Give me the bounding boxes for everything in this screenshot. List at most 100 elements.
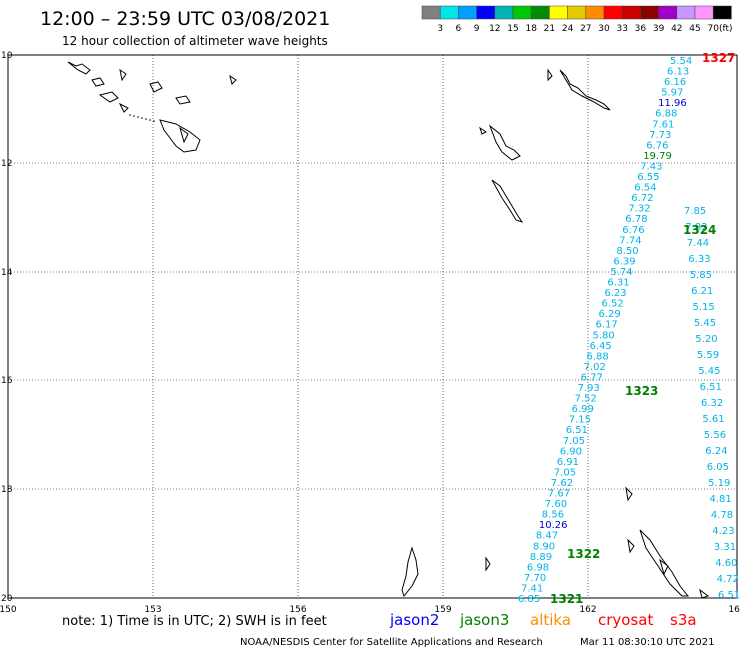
swh-value-label: 6.16	[664, 77, 686, 88]
swh-value-label: 6.33	[688, 254, 710, 265]
footer-timestamp: Mar 11 08:30:10 UTC 2021	[580, 637, 715, 648]
colorbar-tick-label: 70	[707, 24, 719, 34]
page-subtitle: 12 hour collection of altimeter wave hei…	[62, 34, 328, 48]
colorbar-tick-label: 12	[489, 24, 500, 34]
swh-value-label: 7.73	[649, 130, 671, 141]
swh-value-label: 7.93	[578, 383, 600, 394]
swh-value-label: 5.80	[593, 330, 615, 341]
swh-value-label: 5.85	[690, 270, 712, 281]
swh-value-label: 11.96	[658, 98, 687, 109]
swh-value-label: 5.15	[693, 302, 715, 313]
footer-note: note: 1) Time is in UTC; 2) SWH is in fe…	[62, 614, 327, 629]
swh-value-label: 6.31	[607, 278, 629, 289]
legend-cryosat: cryosat	[598, 611, 653, 629]
colorbar-tick-label: 9	[474, 24, 480, 34]
swh-value-label: 6.39	[613, 256, 635, 267]
swh-value-label: 7.61	[652, 119, 674, 130]
swh-value-label: 10.26	[539, 520, 568, 531]
orbit-label-1324: 1324	[683, 223, 716, 237]
colorbar-swatch	[439, 5, 459, 20]
swh-value-label: 6.85	[518, 594, 540, 605]
legend-jason3: jason3	[459, 611, 509, 629]
swh-value-label: 8.56	[542, 510, 564, 521]
footer-credit: NOAA/NESDIS Center for Satellite Applica…	[240, 637, 543, 648]
swh-value-label: 4.72	[717, 574, 739, 585]
latitude-tick-label: 16	[1, 376, 13, 386]
latitude-tick-label: 12	[1, 159, 12, 169]
swh-value-label: 4.81	[710, 494, 732, 505]
swh-value-label: 6.54	[634, 183, 656, 194]
colorbar-swatch	[567, 5, 587, 20]
swh-value-label: 5.19	[708, 478, 730, 489]
colorbar-tick-label: 39	[653, 24, 665, 34]
colorbar-swatch	[476, 5, 496, 20]
colorbar-tick-label: 18	[525, 24, 537, 34]
swh-value-label: 5.97	[661, 88, 683, 99]
orbit-label-1327: 1327	[702, 51, 735, 65]
swh-value-label: 7.74	[619, 235, 641, 246]
colorbar-tick-label: 24	[562, 24, 574, 34]
colorbar-swatch	[549, 5, 568, 20]
longitude-tick-label: 165	[728, 605, 740, 615]
colorbar-swatch	[603, 5, 623, 20]
swh-value-label: 7.62	[551, 478, 573, 489]
swh-value-label: 6.91	[557, 457, 579, 468]
swh-value-label: 6.78	[625, 214, 647, 225]
colorbar-swatch	[676, 5, 696, 20]
swh-value-label: 6.23	[604, 288, 626, 299]
longitude-tick-label: 162	[579, 605, 596, 615]
colorbar-tick-label: 27	[580, 24, 591, 34]
swh-value-label: 8.47	[536, 531, 558, 542]
swh-value-label: 6.76	[622, 225, 644, 236]
swh-value-label: 6.45	[590, 341, 612, 352]
swh-value-label: 7.85	[684, 206, 706, 217]
swh-value-label: 6.24	[705, 446, 727, 457]
colorbar-unit: (ft)	[719, 24, 733, 34]
swh-value-label: 6.17	[596, 320, 618, 331]
swh-value-label: 7.70	[524, 573, 546, 584]
colorbar-swatch	[621, 5, 641, 20]
colorbar-tick-label: 42	[671, 24, 682, 34]
lat-lon-grid: 150 153 156 159 162 165 10 12 14 16 18 20	[0, 51, 740, 615]
swh-value-label: 8.50	[616, 246, 638, 257]
swh-value-label: 7.02	[584, 362, 606, 373]
swh-value-label: 6.99	[572, 404, 594, 415]
colorbar-tick-label: 45	[689, 24, 700, 34]
colorbar-swatch	[512, 5, 532, 20]
swh-value-label: 7.15	[569, 415, 591, 426]
swh-value-label: 6.21	[691, 286, 713, 297]
map-frame	[7, 54, 738, 599]
swh-value-label: 5.54	[670, 56, 692, 67]
colorbar-tick-label: 6	[456, 24, 462, 34]
longitude-tick-label: 153	[144, 605, 161, 615]
swh-value-label: 5.20	[695, 334, 717, 345]
longitude-tick-label: 156	[289, 605, 306, 615]
swh-value-label: 7.05	[554, 467, 576, 478]
swh-track-labels-secondary: 7.85 7.82 7.44 6.33 5.85 6.21 5.15 5.45 5.20 5.59…	[684, 206, 740, 601]
swh-value-label: 6.05	[707, 462, 729, 473]
swh-value-label: 5.61	[702, 414, 724, 425]
colorbar-tick-label: 3	[437, 24, 443, 34]
orbit-label-1322: 1322	[567, 547, 600, 561]
legend-altika: altika	[530, 611, 571, 629]
colorbar-tick-label: 21	[544, 24, 555, 34]
colorbar-tick-label: 33	[616, 24, 627, 34]
swh-value-label: 6.88	[655, 109, 677, 120]
swh-value-label: 8.90	[533, 541, 555, 552]
swh-value-label: 6.72	[631, 193, 653, 204]
swh-value-label: 6.55	[637, 172, 659, 183]
swh-value-label: 5.74	[610, 267, 632, 278]
orbit-label-1323: 1323	[625, 384, 658, 398]
swh-value-label: 6.13	[667, 67, 689, 78]
swh-value-label: 4.23	[712, 526, 734, 537]
island-chain-dots	[129, 114, 155, 122]
colorbar-swatch	[658, 5, 678, 20]
orbit-label-1321: 1321	[550, 592, 583, 606]
swh-value-label: 7.32	[628, 204, 650, 215]
colorbar-tick-label: 30	[598, 24, 610, 34]
swh-value-label: 6.52	[602, 299, 624, 310]
swh-value-label: 19.79	[643, 151, 672, 162]
